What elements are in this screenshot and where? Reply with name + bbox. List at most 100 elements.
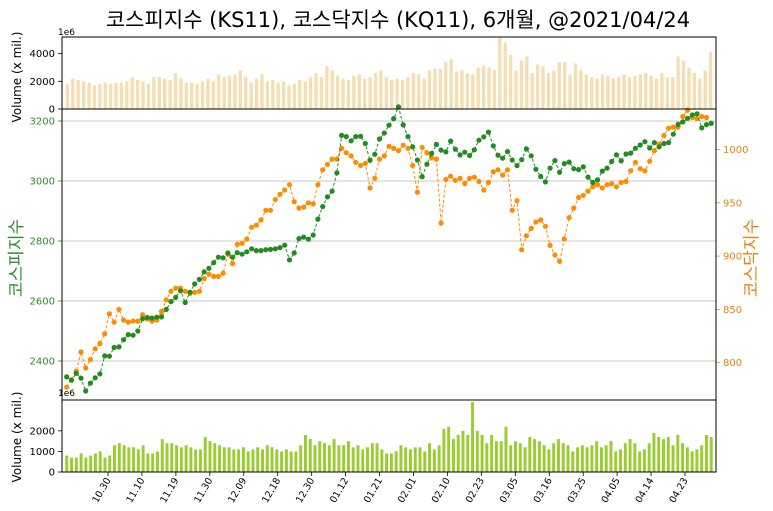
kospi-point: [538, 173, 544, 180]
kospi-volume-panel: 0 1000 2000 10.30 11.10 11.19 11.30 12.09 12.18 1…: [30, 399, 717, 505]
bottom-volume-bar: [389, 453, 393, 472]
kosdaq-point: [263, 207, 269, 213]
kospi-point: [315, 216, 321, 222]
kosdaq-point: [481, 187, 487, 193]
top-volume-bar: [135, 79, 140, 109]
top-volume-bar: [206, 78, 210, 109]
bottom-volume-bar: [638, 451, 642, 472]
kosdaq-point: [462, 181, 468, 187]
kospi-point: [576, 167, 582, 173]
top-volume-bar: [281, 81, 286, 109]
top-volume-bar: [368, 77, 372, 109]
kosdaq-point: [504, 167, 511, 173]
kosdaq-point: [87, 356, 93, 363]
top-volume-bar: [535, 64, 540, 109]
top-volume-bar: [125, 81, 129, 109]
kosdaq-point: [97, 340, 103, 347]
kospi-point: [135, 328, 141, 334]
kospi-point: [211, 260, 217, 266]
top-volume-bar: [373, 73, 378, 109]
kosdaq-point: [372, 175, 378, 181]
kosdaq-point: [419, 144, 425, 150]
bottom-volume-bar: [628, 439, 632, 472]
bottom-volume-bar: [461, 430, 465, 472]
kosdaq-point: [277, 191, 283, 197]
kosdaq-point: [523, 233, 530, 239]
bottom-volume-bar: [599, 447, 603, 472]
kosdaq-point: [424, 150, 430, 156]
kospi-point: [158, 314, 165, 320]
kospi-point: [467, 152, 473, 159]
bottom-volume-bar: [652, 432, 656, 472]
bottom-volume-bar: [447, 426, 451, 472]
kospi-point: [395, 104, 402, 110]
kospi-point: [689, 112, 695, 118]
kospi-point: [656, 144, 662, 150]
top-volume-bar: [254, 78, 259, 109]
top-volume-bar: [92, 85, 97, 109]
bottom-volume-bar: [270, 447, 274, 472]
kosdaq-point: [703, 114, 710, 121]
kospi-point: [234, 250, 240, 256]
top-volume-bar: [271, 79, 275, 109]
top-volume-bar: [384, 77, 388, 109]
top-volume-bar: [525, 56, 529, 109]
top-volume-bar: [98, 84, 102, 109]
kospi-point: [661, 140, 667, 147]
bottom-volume-bar: [227, 447, 231, 472]
bottom-volume-bar: [552, 443, 556, 472]
kospi-point: [239, 251, 245, 257]
bottom-volume-bar: [528, 437, 532, 472]
top-volume-bar: [708, 52, 713, 109]
bottom-volume-bar: [685, 447, 689, 472]
kospi-point: [78, 375, 84, 381]
bottom-volume-bar: [146, 453, 150, 472]
bottom-volume-scale-label: 1e6: [58, 389, 75, 399]
kospi-point: [376, 136, 383, 142]
kosdaq-point: [163, 297, 169, 303]
kosdaq-point: [329, 156, 335, 162]
bottom-volume-bar: [127, 447, 131, 472]
kosdaq-point: [542, 223, 549, 229]
kospi-point: [632, 145, 639, 151]
top-volume-bar: [617, 77, 621, 109]
kospi-point: [130, 332, 136, 338]
kosdaq-point: [130, 318, 136, 324]
kospi-point: [623, 151, 629, 157]
x-tick-label: 11.19: [158, 476, 181, 505]
kosdaq-point: [476, 178, 482, 185]
kospi-point: [272, 246, 278, 252]
bottom-volume-bar: [690, 451, 694, 472]
bottom-volume-bar: [647, 443, 651, 472]
kosdaq-point: [576, 194, 582, 201]
kospi-point: [552, 158, 558, 164]
bottom-volume-bar: [428, 443, 432, 472]
kospi-point: [73, 370, 79, 376]
kospi-line: [66, 105, 712, 393]
kosdaq-point: [594, 182, 601, 188]
top-volume-bar: [692, 73, 697, 109]
kosdaq-point: [495, 167, 501, 173]
top-volume-bar: [335, 75, 340, 109]
bottom-volume-bar: [576, 447, 580, 472]
bottom-volume-bar: [346, 441, 350, 472]
bottom-volume-bar: [151, 453, 155, 472]
kospi-point: [594, 177, 601, 183]
kosdaq-point: [666, 125, 672, 131]
bottom-volume-bar: [303, 434, 307, 472]
kospi-point: [561, 161, 567, 167]
top-volume-bar: [438, 68, 443, 109]
kospi-point: [410, 144, 416, 150]
top-volume-bar: [163, 78, 167, 109]
kosdaq-point: [628, 168, 634, 174]
kosdaq-point: [258, 217, 264, 223]
kosdaq-point: [552, 252, 558, 258]
kosdaq-point: [272, 197, 278, 203]
top-volume-bar: [325, 66, 329, 109]
kosdaq-point: [613, 184, 620, 190]
kospi-point: [362, 140, 368, 147]
kosdaq-point: [381, 153, 387, 159]
kospi-point: [367, 157, 373, 163]
kospi-point: [249, 246, 255, 252]
kospi-point: [429, 150, 435, 156]
